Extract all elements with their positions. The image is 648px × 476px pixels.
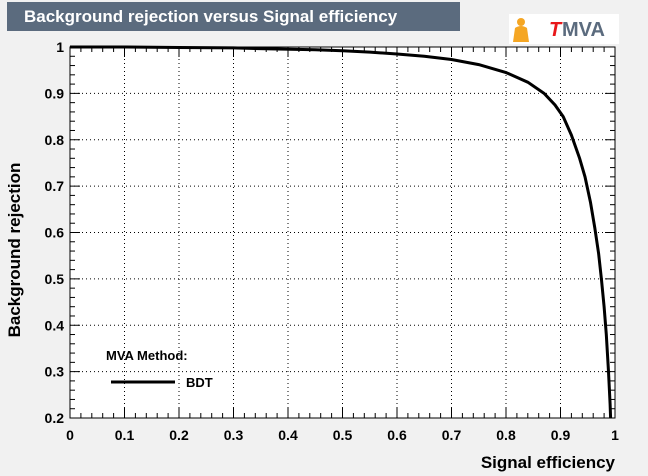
logo-person-head <box>517 18 525 26</box>
y-tick-label: 0.3 <box>45 364 65 380</box>
x-tick-label: 0.5 <box>333 427 353 443</box>
x-tick-label: 0.6 <box>387 427 407 443</box>
x-tick-label: 1 <box>611 427 619 443</box>
logo-text: MVA <box>562 19 605 41</box>
legend-header: MVA Method: <box>106 348 188 363</box>
legend-entry-bdt: BDT <box>186 375 213 390</box>
logo-person-body <box>513 26 529 42</box>
chart-title: Background rejection versus Signal effic… <box>7 2 460 31</box>
grid-lines <box>70 47 615 418</box>
bdt-roc-curve <box>70 45 613 419</box>
y-tick-labels: 0.2 0.3 0.4 0.5 0.6 0.7 0.8 0.9 1 <box>45 39 65 426</box>
tmva-logo: T MVA <box>509 14 619 44</box>
logo-accent-letter: T <box>549 19 563 41</box>
y-axis-label: Background rejection <box>5 163 24 338</box>
y-tick-label: 1 <box>56 39 64 55</box>
y-tick-label: 0.7 <box>45 178 65 194</box>
x-tick-label: 0.9 <box>551 427 571 443</box>
x-tick-label: 0.1 <box>115 427 135 443</box>
x-tick-labels: 0 0.1 0.2 0.3 0.4 0.5 0.6 0.7 0.8 0.9 1 <box>66 427 619 443</box>
x-axis-label: Signal efficiency <box>481 453 616 472</box>
y-tick-label: 0.8 <box>45 132 65 148</box>
y-tick-label: 0.6 <box>45 225 65 241</box>
y-tick-label: 0.2 <box>45 410 65 426</box>
legend: MVA Method: BDT <box>106 348 213 390</box>
y-tick-label: 0.5 <box>45 271 65 287</box>
plot-frame <box>69 46 616 419</box>
y-tick-label: 0.9 <box>45 85 65 101</box>
x-tick-label: 0.2 <box>169 427 189 443</box>
x-tick-label: 0.7 <box>442 427 462 443</box>
x-tick-label: 0.3 <box>224 427 244 443</box>
y-tick-label: 0.4 <box>45 317 65 333</box>
x-tick-label: 0.4 <box>278 427 298 443</box>
x-tick-label: 0 <box>66 427 74 443</box>
x-tick-label: 0.8 <box>496 427 516 443</box>
